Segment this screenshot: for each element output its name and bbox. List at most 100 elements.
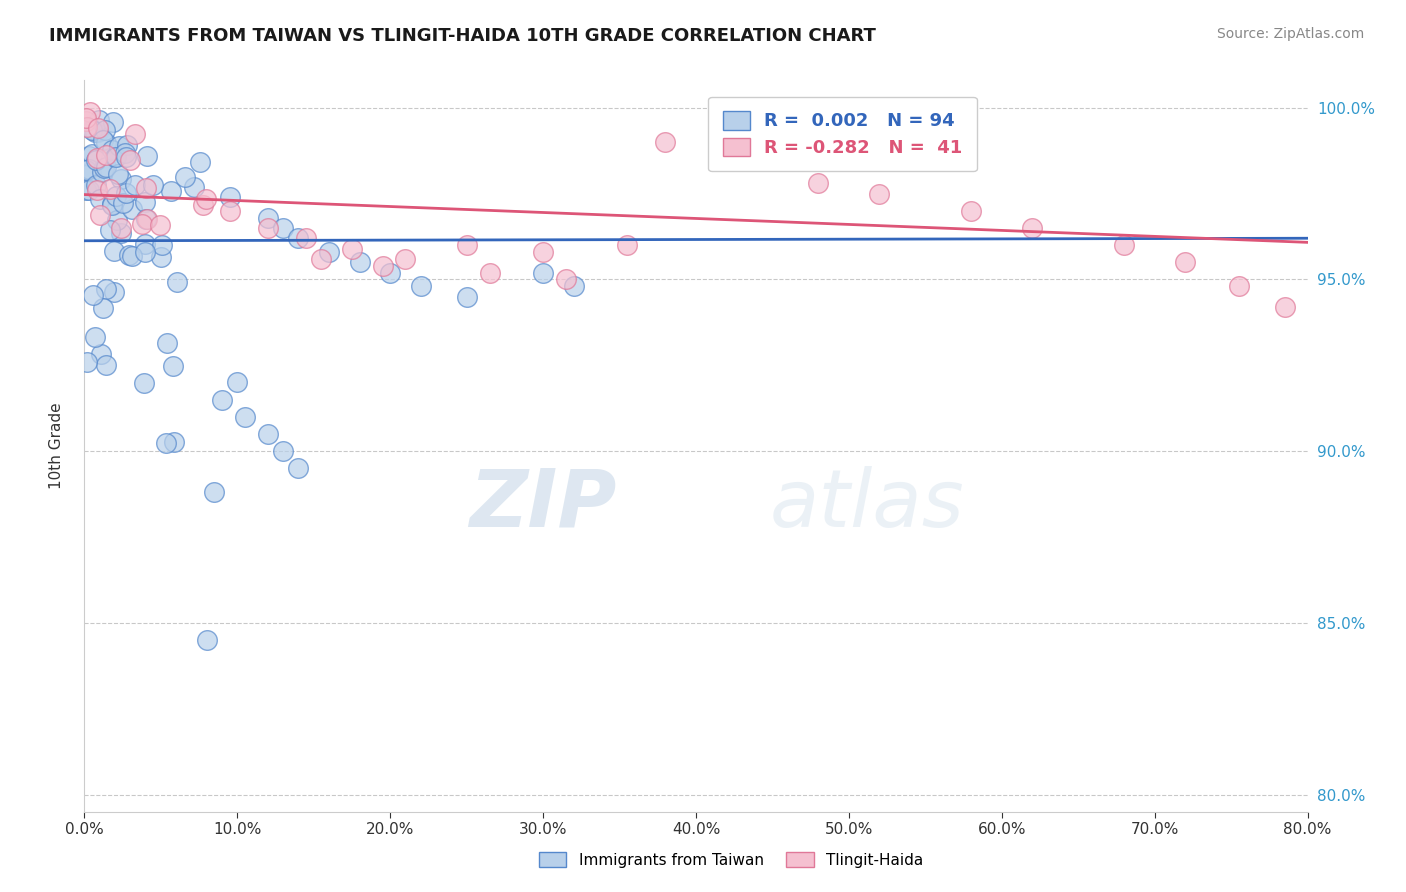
Point — [166, 275, 188, 289]
Point — [101, 197, 124, 211]
Point — [86, 153, 108, 168]
Point — [110, 226, 132, 240]
Point — [162, 359, 184, 373]
Text: atlas: atlas — [769, 466, 965, 543]
Point — [103, 244, 125, 258]
Point — [1274, 300, 1296, 314]
Point — [257, 211, 280, 225]
Point — [478, 266, 501, 280]
Point — [1021, 221, 1043, 235]
Point — [211, 392, 233, 407]
Point — [104, 189, 127, 203]
Point — [142, 178, 165, 192]
Point — [1227, 279, 1250, 293]
Point — [94, 282, 117, 296]
Point — [100, 143, 122, 157]
Point — [616, 238, 638, 252]
Point — [80, 146, 103, 161]
Legend: R =  0.002   N = 94, R = -0.282   N =  41: R = 0.002 N = 94, R = -0.282 N = 41 — [709, 96, 977, 171]
Y-axis label: 10th Grade: 10th Grade — [49, 402, 63, 490]
Point — [75, 183, 97, 197]
Point — [132, 376, 155, 391]
Point — [188, 155, 211, 169]
Text: IMMIGRANTS FROM TAIWAN VS TLINGIT-HAIDA 10TH GRADE CORRELATION CHART: IMMIGRANTS FROM TAIWAN VS TLINGIT-HAIDA … — [49, 27, 876, 45]
Point — [654, 135, 676, 149]
Point — [112, 196, 135, 211]
Point — [150, 250, 173, 264]
Point — [287, 461, 309, 475]
Point — [101, 198, 124, 212]
Point — [295, 231, 318, 245]
Point — [93, 161, 115, 176]
Point — [960, 203, 983, 218]
Text: ZIP: ZIP — [470, 466, 616, 543]
Point — [135, 211, 157, 226]
Point — [75, 114, 97, 128]
Point — [135, 211, 157, 226]
Point — [456, 238, 478, 252]
Point — [233, 409, 256, 424]
Point — [226, 376, 249, 390]
Point — [191, 198, 214, 212]
Point — [371, 259, 394, 273]
Point — [555, 272, 578, 286]
Point — [136, 149, 159, 163]
Point — [118, 248, 141, 262]
Point — [149, 218, 172, 232]
Point — [124, 128, 146, 142]
Point — [124, 178, 146, 192]
Point — [103, 115, 125, 129]
Point — [1114, 238, 1136, 252]
Point — [94, 123, 117, 137]
Point — [96, 136, 118, 151]
Point — [160, 184, 183, 198]
Point — [531, 266, 554, 280]
Legend: Immigrants from Taiwan, Tlingit-Haida: Immigrants from Taiwan, Tlingit-Haida — [531, 844, 931, 875]
Point — [409, 279, 432, 293]
Point — [218, 203, 240, 218]
Point — [82, 288, 104, 302]
Text: Source: ZipAtlas.com: Source: ZipAtlas.com — [1216, 27, 1364, 41]
Point — [869, 186, 891, 201]
Point — [195, 633, 218, 648]
Point — [77, 161, 100, 176]
Point — [90, 347, 112, 361]
Point — [94, 148, 117, 162]
Point — [349, 255, 371, 269]
Point — [86, 183, 108, 197]
Point — [271, 221, 294, 235]
Point — [150, 238, 173, 252]
Point — [91, 301, 114, 316]
Point — [91, 133, 114, 147]
Point — [115, 150, 138, 164]
Point — [100, 222, 122, 236]
Point — [79, 165, 101, 179]
Point — [394, 252, 416, 266]
Point — [562, 279, 585, 293]
Point — [287, 231, 309, 245]
Point — [103, 285, 125, 300]
Point — [114, 145, 136, 160]
Point — [121, 249, 143, 263]
Point — [83, 330, 105, 344]
Point — [75, 163, 97, 178]
Point — [94, 358, 117, 372]
Point — [121, 202, 143, 216]
Point — [77, 183, 100, 197]
Point — [183, 180, 205, 194]
Point — [84, 178, 107, 192]
Point — [79, 120, 101, 135]
Point — [531, 244, 554, 259]
Point — [155, 435, 177, 450]
Point — [82, 123, 104, 137]
Point — [456, 290, 478, 304]
Point — [110, 172, 132, 186]
Point — [380, 266, 402, 280]
Point — [807, 176, 830, 190]
Point — [110, 221, 132, 235]
Point — [87, 120, 110, 135]
Point — [271, 444, 294, 458]
Point — [202, 485, 225, 500]
Point — [76, 355, 98, 369]
Point — [134, 244, 156, 259]
